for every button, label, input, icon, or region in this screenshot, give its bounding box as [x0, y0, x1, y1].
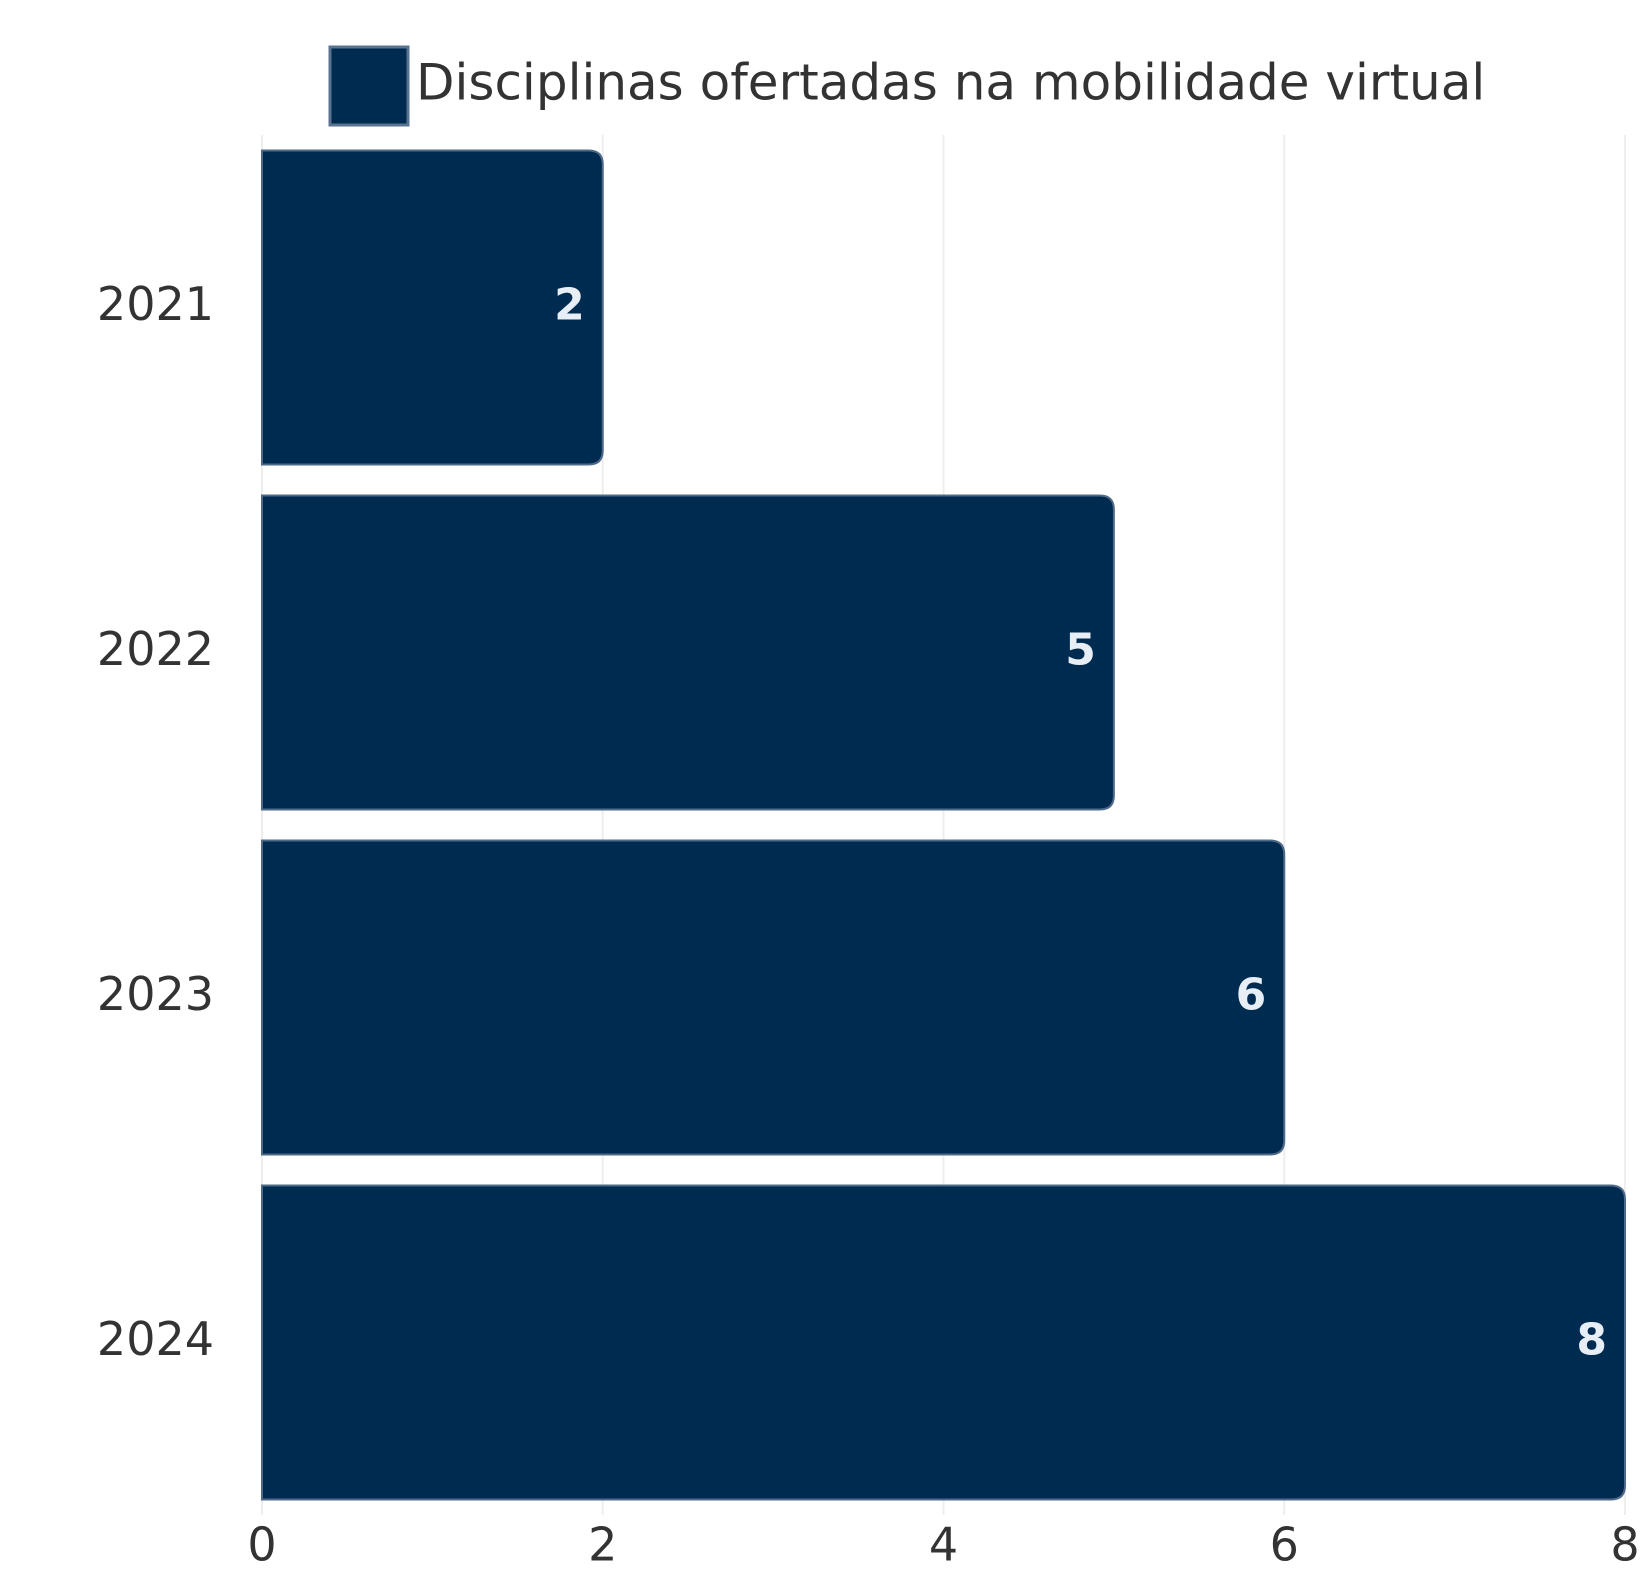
x-tick-label: 2	[588, 1518, 617, 1572]
legend-swatch	[328, 45, 410, 127]
x-tick-label: 4	[929, 1518, 958, 1572]
bar	[261, 149, 604, 466]
y-tick-label: 2021	[97, 277, 214, 331]
y-tick-label: 2022	[97, 622, 214, 676]
y-tick-label: 2024	[97, 1312, 214, 1366]
y-tick-label: 2023	[97, 967, 214, 1021]
value-label: 8	[1576, 1315, 1607, 1366]
value-label: 5	[1065, 625, 1096, 676]
x-tick-label: 0	[247, 1518, 276, 1572]
x-tick-label: 6	[1270, 1518, 1299, 1572]
bar	[261, 839, 1286, 1156]
value-label: 2	[554, 280, 585, 331]
value-label: 6	[1236, 970, 1267, 1021]
bar	[261, 494, 1115, 811]
legend-label: Disciplinas ofertadas na mobilidade virt…	[416, 54, 1485, 112]
x-tick-label: 8	[1610, 1518, 1639, 1572]
bar	[261, 1184, 1626, 1501]
